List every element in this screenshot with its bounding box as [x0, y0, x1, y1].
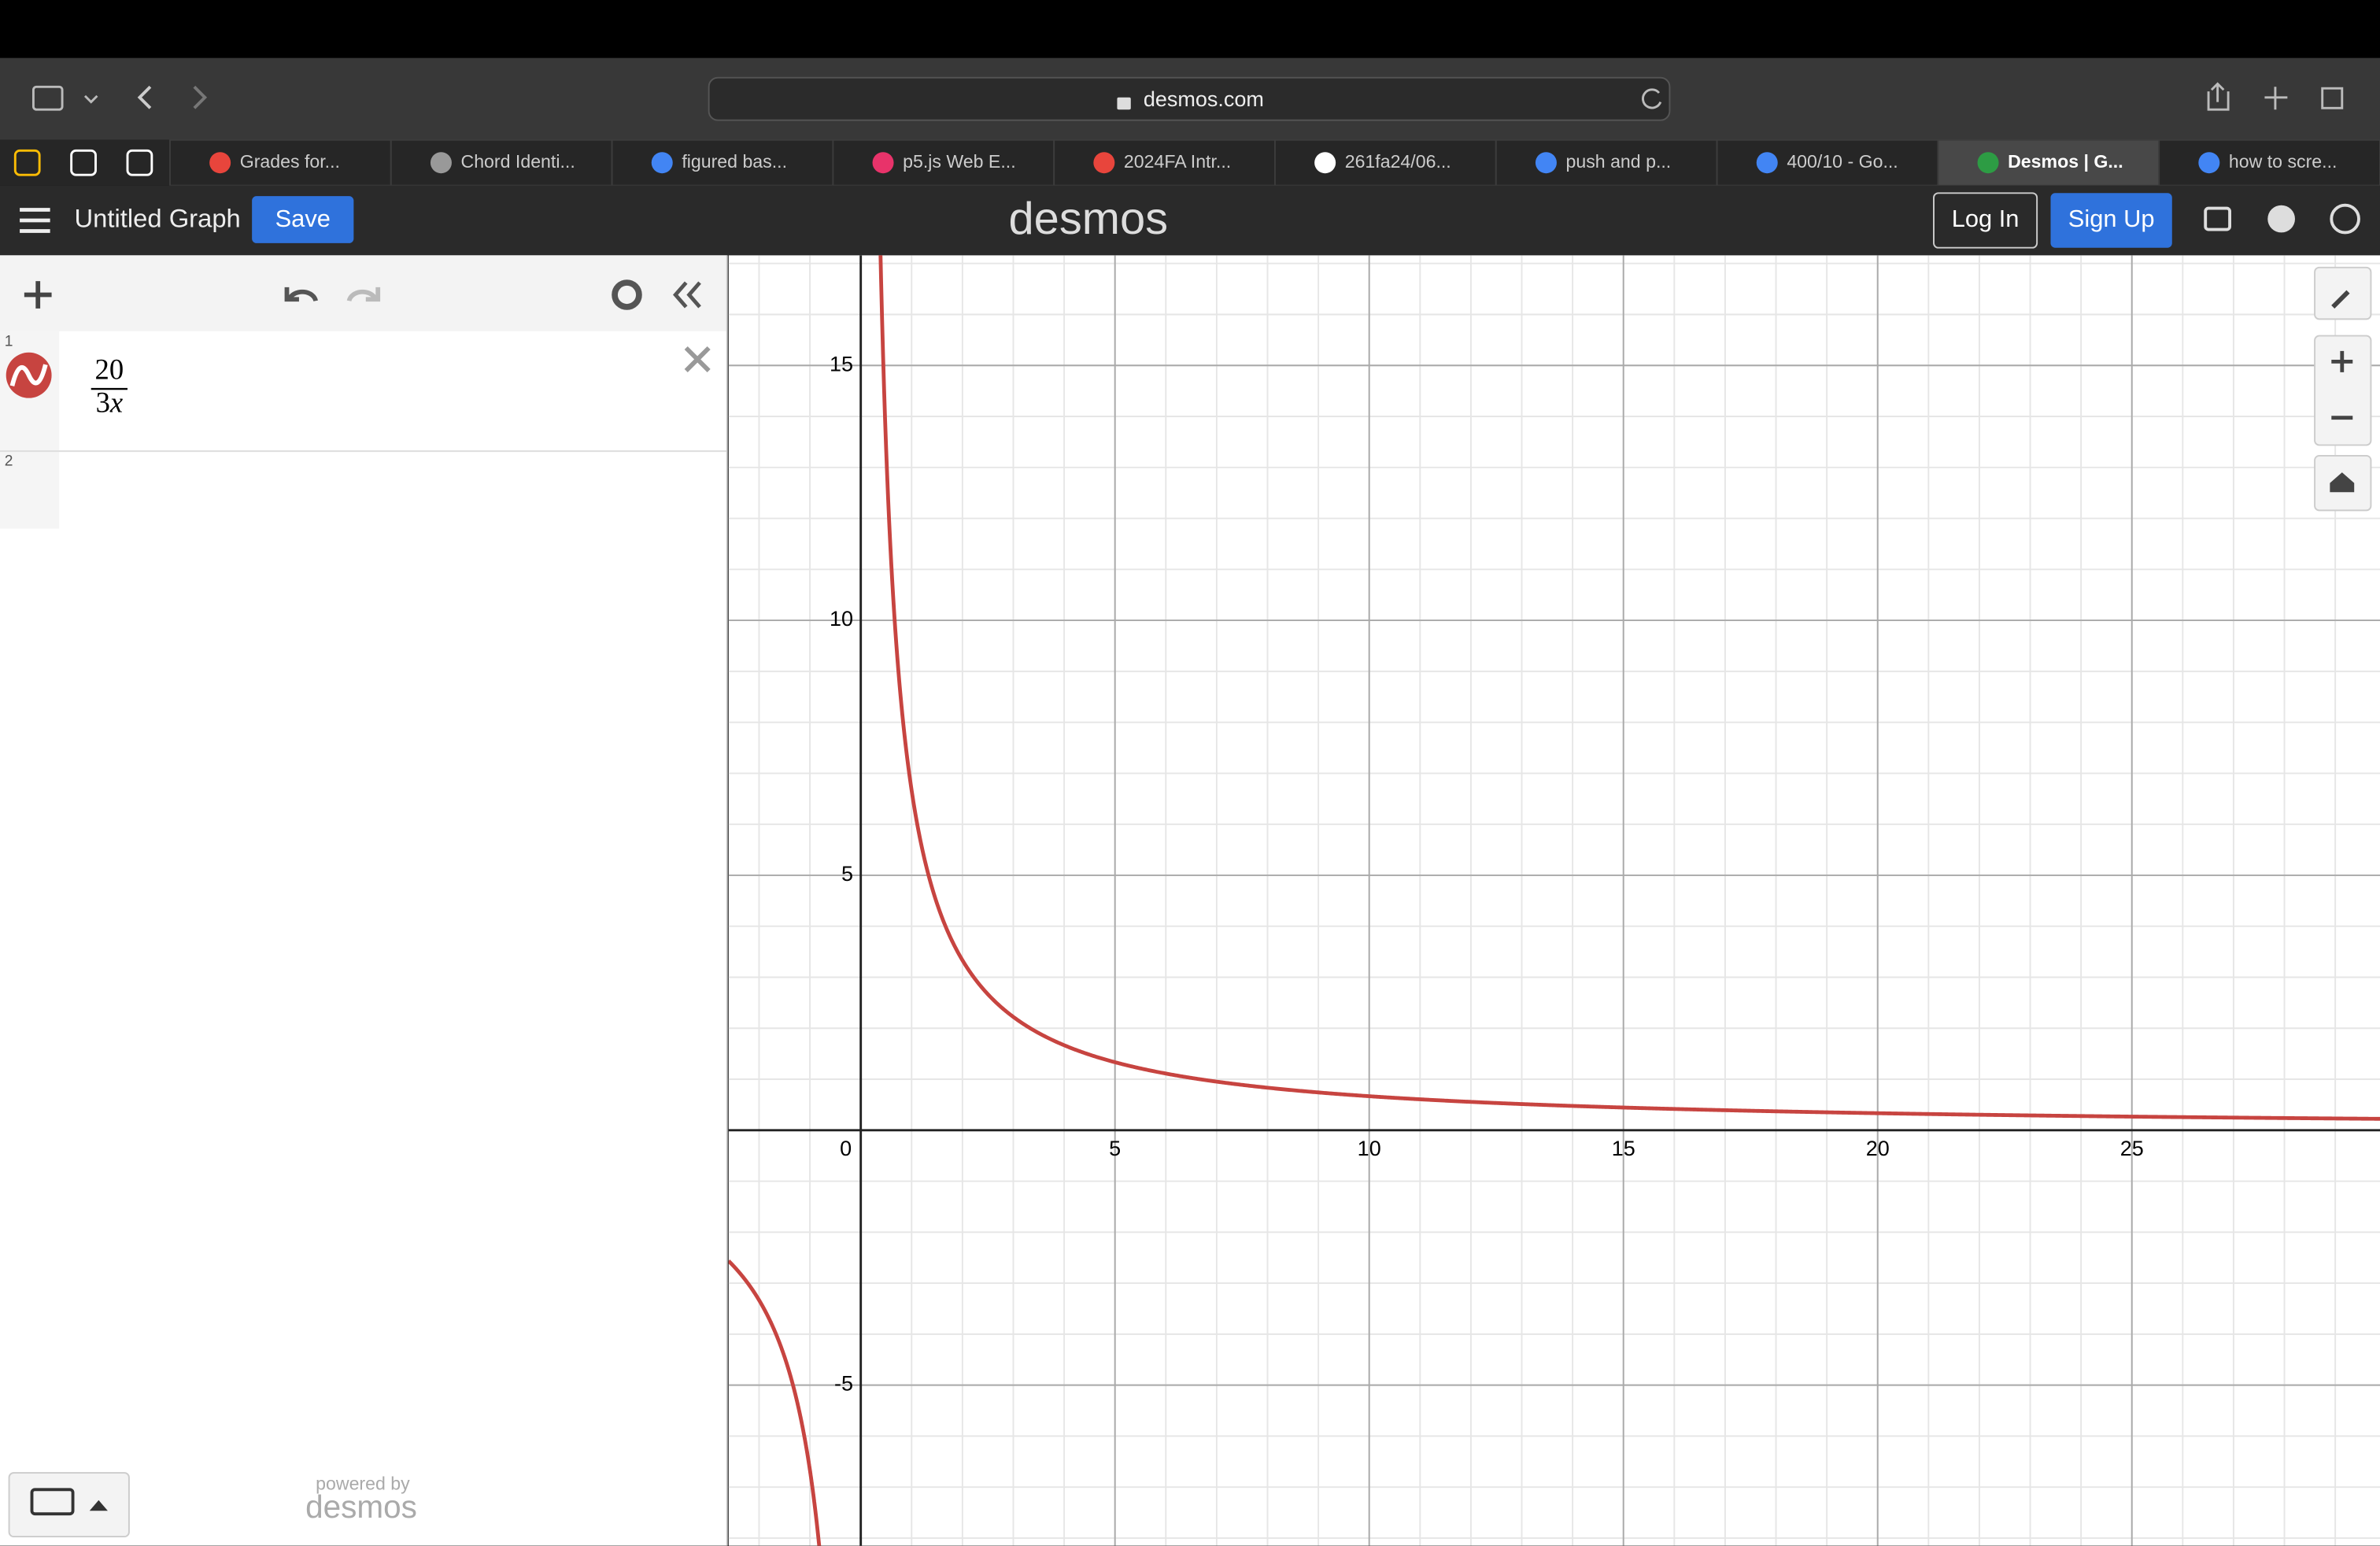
- denominator: 3x: [96, 386, 124, 419]
- pinned-tab-icon: [126, 149, 153, 176]
- settings[interactable]: [612, 279, 642, 310]
- share-graph[interactable]: [2204, 206, 2231, 231]
- y-tick-label: -5: [834, 1372, 853, 1396]
- logo: desmos: [1009, 194, 1169, 244]
- tab-title: how to scre...: [2229, 151, 2338, 172]
- zoom-in[interactable]: [2331, 350, 2353, 372]
- tab[interactable]: [1495, 139, 1718, 187]
- zoom-controls: [2314, 335, 2372, 446]
- sidebar-icon[interactable]: [31, 85, 64, 111]
- save-label: Save: [275, 205, 331, 232]
- tab-overview[interactable]: [2321, 87, 2344, 109]
- variable: x: [109, 386, 123, 419]
- axis-labels: 0 5 10 15 20 25 -5 5 10 15: [830, 352, 2144, 1395]
- pinned-tab-icon: [13, 149, 41, 176]
- coefficient: 3: [96, 386, 110, 419]
- desmos-header: [0, 185, 2380, 256]
- powered-by: powered by: [316, 1474, 410, 1494]
- x-tick-label: 5: [1109, 1137, 1121, 1160]
- tab-icon: [209, 152, 231, 174]
- tab-icon: [872, 152, 894, 174]
- language[interactable]: [2330, 203, 2360, 235]
- graph: [728, 255, 2380, 1546]
- pinned-tab-icon: [70, 149, 97, 176]
- share[interactable]: [2207, 82, 2230, 111]
- tab-title: push and p...: [1566, 151, 1672, 172]
- tab-title: figured bas...: [682, 151, 787, 172]
- tab-icon: [1756, 152, 1778, 174]
- reload[interactable]: [1642, 88, 1662, 109]
- lock-icon: [1117, 97, 1131, 110]
- tab[interactable]: [1053, 139, 1276, 187]
- graph-paper: [728, 255, 2380, 1546]
- tab-icon: [1535, 152, 1557, 174]
- collapse-panel[interactable]: [673, 281, 701, 309]
- tab-title: 400/10 - Go...: [1787, 151, 1898, 172]
- graph-settings[interactable]: [2314, 266, 2372, 320]
- home-icon: [2330, 472, 2355, 493]
- undo[interactable]: [284, 287, 318, 302]
- tabs: Grades for... Chord Identi... figured bas.…: [13, 139, 2380, 187]
- footer-logo: desmos: [305, 1489, 417, 1525]
- tab-icon: [651, 152, 673, 174]
- url: desmos.com: [1144, 87, 1264, 111]
- tab-title: Grades for...: [240, 151, 340, 172]
- tab-icon: [1093, 152, 1115, 174]
- delete-expression[interactable]: [684, 346, 711, 372]
- tab[interactable]: [1716, 139, 1939, 187]
- x-tick-label: 25: [2120, 1137, 2144, 1160]
- save-button[interactable]: [252, 196, 354, 243]
- tab[interactable]: [611, 139, 834, 187]
- tab-icon: [1314, 152, 1336, 174]
- tab[interactable]: [2158, 139, 2380, 187]
- redo[interactable]: [346, 287, 381, 302]
- keyboard-icon: [30, 1488, 75, 1516]
- keyboard-button[interactable]: [8, 1472, 130, 1538]
- numerator: 20: [95, 353, 124, 385]
- tab[interactable]: [832, 139, 1055, 187]
- graph-title[interactable]: Untitled Graph: [75, 204, 241, 233]
- x-tick-label: 20: [1866, 1137, 1890, 1160]
- forward-button[interactable]: [193, 85, 208, 109]
- expression-panel: [0, 255, 727, 1546]
- signup-label: Sign Up: [2068, 205, 2155, 232]
- login-button[interactable]: [1933, 192, 2038, 249]
- new-tab[interactable]: [2264, 87, 2288, 110]
- tab-icon: [430, 152, 452, 174]
- x-tick-label: 0: [840, 1137, 852, 1160]
- tab-icon: [1977, 152, 1999, 174]
- y-tick-label: 10: [830, 607, 853, 631]
- row-number: 1: [5, 333, 13, 350]
- tab-title: Chord Identi...: [461, 151, 575, 172]
- wrench: [2331, 290, 2350, 309]
- tab-title: 2024FA Intr...: [1124, 151, 1231, 172]
- y-tick-label: 5: [841, 862, 853, 886]
- signup-button[interactable]: [2050, 193, 2172, 248]
- tab-title: p5.js Web E...: [903, 151, 1016, 172]
- tab-title: 261fa24/06...: [1345, 151, 1451, 172]
- menu-button[interactable]: [20, 208, 50, 233]
- icon-wave: [9, 364, 48, 386]
- back-button[interactable]: [137, 85, 152, 109]
- add-item[interactable]: [24, 281, 52, 309]
- top-bar: [0, 0, 2380, 58]
- login-label: Log In: [1952, 205, 2020, 232]
- sidebar-menu[interactable]: [83, 94, 98, 104]
- address-bar[interactable]: [708, 76, 1671, 121]
- x-tick-label: 10: [1358, 1137, 1381, 1160]
- keyboard-arrow: [89, 1500, 108, 1511]
- tab-title: Desmos | G...: [2008, 151, 2123, 172]
- help[interactable]: [2267, 205, 2295, 233]
- y-tick-label: 15: [830, 352, 853, 375]
- tab-icon: [2198, 152, 2220, 174]
- tab[interactable]: [1937, 139, 2160, 187]
- function-curve: [728, 255, 2380, 1546]
- row-number: 2: [5, 453, 13, 470]
- x-tick-label: 15: [1612, 1137, 1635, 1160]
